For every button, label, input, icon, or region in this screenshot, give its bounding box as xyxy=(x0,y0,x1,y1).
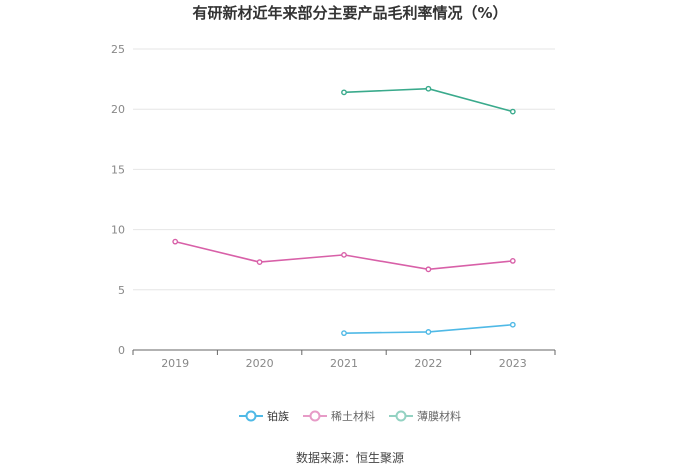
series-1 xyxy=(172,238,516,273)
legend-marker-icon xyxy=(389,410,413,422)
series-2 xyxy=(341,85,516,115)
legend: 铂族 稀土材料 薄膜材料 xyxy=(0,408,700,424)
chart-title: 有研新材近年来部分主要产品毛利率情况（%） xyxy=(192,4,508,22)
data-point xyxy=(509,258,516,264)
data-point xyxy=(425,85,432,92)
series-line xyxy=(343,87,514,113)
x-axis-tick-labels: 2019 2020 2021 2022 2023 xyxy=(161,357,527,370)
legend-label: 薄膜材料 xyxy=(417,410,461,423)
x-tick-label: 2019 xyxy=(161,357,189,370)
y-tick-label: 25 xyxy=(111,43,125,56)
line-chart: 0 5 10 15 20 25 2019 2020 2021 2022 2023 xyxy=(111,43,556,370)
data-point xyxy=(509,108,516,115)
y-tick-label: 10 xyxy=(111,224,125,237)
y-tick-label: 15 xyxy=(111,163,125,176)
legend-label: 稀土材料 xyxy=(331,410,375,423)
data-point xyxy=(341,89,347,96)
y-axis-tick-labels: 0 5 10 15 20 25 xyxy=(111,43,125,357)
legend-item-rare-earth[interactable]: 稀土材料 xyxy=(303,408,375,424)
y-tick-label: 5 xyxy=(118,284,125,297)
x-tick-label: 2021 xyxy=(330,357,358,370)
data-point xyxy=(256,259,263,266)
y-tick-label: 20 xyxy=(111,103,125,116)
grid-lines xyxy=(133,48,555,291)
series-0 xyxy=(341,321,516,337)
series-group xyxy=(172,85,516,337)
legend-label: 铂族 xyxy=(267,410,289,423)
data-point xyxy=(341,330,347,337)
data-point xyxy=(425,329,432,335)
x-axis xyxy=(132,349,556,355)
x-tick-label: 2020 xyxy=(246,357,274,370)
data-point xyxy=(425,266,432,273)
legend-item-platinum[interactable]: 铂族 xyxy=(239,408,289,424)
data-source: 数据来源：恒生聚源 xyxy=(295,451,404,465)
legend-marker-icon xyxy=(239,410,263,422)
legend-item-thin-film[interactable]: 薄膜材料 xyxy=(389,408,461,424)
data-point xyxy=(509,321,516,328)
data-point xyxy=(341,251,347,258)
x-tick-label: 2022 xyxy=(414,357,442,370)
legend-marker-icon xyxy=(303,410,327,422)
data-point xyxy=(172,238,179,245)
y-tick-label: 0 xyxy=(118,344,125,357)
x-tick-label: 2023 xyxy=(499,357,527,370)
